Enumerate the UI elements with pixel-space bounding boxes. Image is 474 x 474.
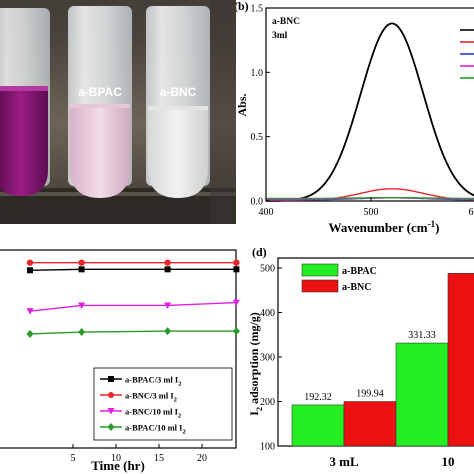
vials-photo-drawing: a-BPAC a-BNC bbox=[0, 0, 236, 224]
adsorption-bars: 192.32 199.94 3 mL 331.33 10 bbox=[291, 273, 474, 469]
legend-label-sub-c-2: 2 bbox=[178, 413, 181, 420]
series-point-c-0-2 bbox=[164, 266, 171, 273]
legend-label-sub-c-3: 2 bbox=[182, 429, 185, 436]
absorbance-curve-1 bbox=[266, 22, 474, 202]
series-point-c-1-0 bbox=[26, 259, 34, 266]
bar-value-label-1-0: 331.33 bbox=[408, 330, 436, 341]
panel-label-b: (b) bbox=[236, 0, 249, 13]
series-point-c-0-3 bbox=[233, 266, 240, 273]
adsorption-ticks: 100 200 300 400 500 bbox=[260, 264, 282, 453]
y-tick-label-d-0: 100 bbox=[260, 442, 275, 453]
series-point-c-2-3 bbox=[232, 299, 240, 307]
series-point-c-2-1 bbox=[78, 302, 86, 309]
y-tick-label-b-0: 0.0 bbox=[251, 197, 264, 208]
legend-label-c-0: a-BPAC/3 ml I2 bbox=[125, 375, 181, 388]
x-tick-label-c-2: 15 bbox=[154, 453, 164, 464]
legend-label-d-0: a-BPAC bbox=[342, 266, 377, 277]
series-point-c-0-0 bbox=[27, 267, 33, 274]
series-point-c-0-1 bbox=[78, 266, 85, 273]
legend-label-d-1: a-BNC bbox=[342, 282, 371, 293]
x-tick-label-c-3: 20 bbox=[197, 453, 207, 464]
legend-label-c-2: a-BNC/10 ml I2 bbox=[125, 407, 181, 420]
series-point-c-1-2 bbox=[164, 259, 171, 266]
adsorption-bar-chart-svg: (d) 192.32 199.94 3 mL 331.33 10 100 200 300 40… bbox=[247, 245, 474, 469]
time-ticks: 510152025 bbox=[71, 444, 207, 464]
x-tick-label-c-0: 5 bbox=[71, 453, 76, 464]
legend-marker-c-3 bbox=[107, 423, 115, 431]
vials-photo: a-BPAC a-BNC bbox=[0, 0, 236, 224]
x-axis-label-c: Time (hr) bbox=[91, 458, 145, 473]
series-point-c-3-3 bbox=[232, 327, 240, 336]
y-tick-label-b-2: 1.0 bbox=[251, 68, 264, 79]
legend-swatch-d-0 bbox=[301, 263, 339, 277]
legend-swatch-d-1 bbox=[301, 279, 339, 293]
adsorption-legend: a-BPAC a-BNC bbox=[301, 263, 377, 293]
vial-purple bbox=[0, 8, 50, 196]
vial-label-a-bnc: a-BNC bbox=[160, 85, 197, 99]
bar-1-1 bbox=[447, 273, 474, 447]
time-legend: a-BPAC/3 ml I2a-BNC/3 ml I2a-BNC/10 ml I… bbox=[93, 367, 233, 441]
series-line-c-3 bbox=[29, 330, 237, 335]
x-axis-label-b: Wavenumber (cm-1) bbox=[329, 219, 440, 235]
annotation-volume: 3ml bbox=[272, 31, 288, 41]
legend-label-text-c-2: a-BNC/10 ml I bbox=[125, 407, 179, 417]
series-point-c-2-2 bbox=[164, 302, 172, 309]
legend-label-c-1: a-BNC/3 ml I2 bbox=[125, 391, 177, 404]
series-line-c-0 bbox=[29, 268, 237, 271]
series-point-c-2-0 bbox=[26, 308, 34, 315]
y-axis-label-d: I2 adsorption (mg/g) bbox=[247, 312, 264, 416]
y-tick-label-d-2: 300 bbox=[260, 353, 275, 364]
vial-a-bnc: a-BNC bbox=[146, 6, 210, 198]
legend-label-text-c-0: a-BPAC/3 ml I bbox=[125, 375, 179, 385]
x-tick-label-c-1: 10 bbox=[111, 453, 121, 464]
category-label-1: 10 bbox=[442, 454, 455, 469]
bar-value-label-0-0: 192.32 bbox=[304, 392, 332, 403]
absorbance-curves bbox=[266, 22, 474, 202]
bar-0-1 bbox=[343, 401, 397, 447]
y-tick-label-d-3: 400 bbox=[260, 308, 275, 319]
absorbance-curve-5 bbox=[266, 197, 474, 200]
legend-marker-c-1 bbox=[108, 392, 114, 398]
legend-marker-c-0 bbox=[108, 376, 114, 382]
y-tick-label-d-4: 500 bbox=[260, 264, 275, 275]
time-plot-frame bbox=[0, 249, 237, 449]
bar-0-0 bbox=[291, 404, 345, 447]
legend-label-c-3: a-BPAC/10 ml I2 bbox=[125, 423, 186, 436]
time-series bbox=[26, 259, 240, 338]
legend-marker-c-2 bbox=[107, 408, 115, 415]
series-line-c-2 bbox=[29, 301, 237, 312]
series-point-c-1-3 bbox=[233, 259, 240, 266]
panel-label-d: (d) bbox=[252, 245, 267, 259]
legend-label-text-c-3: a-BPAC/10 ml I bbox=[125, 423, 183, 433]
y-tick-label-b-3: 1.5 bbox=[251, 4, 264, 15]
bar-value-label-0-1: 199.94 bbox=[356, 389, 384, 400]
y-tick-label-b-1: 0.5 bbox=[251, 132, 264, 143]
legend-box-c bbox=[93, 367, 233, 441]
adsorption-bar-chart: (d) 192.32 199.94 3 mL 331.33 10 100 200 300 40… bbox=[240, 236, 474, 474]
absorbance-plot-frame bbox=[265, 7, 474, 202]
series-point-c-1-1 bbox=[78, 259, 85, 266]
category-label-0: 3 mL bbox=[329, 454, 359, 469]
vial-label-a-bpac: a-BPAC bbox=[78, 85, 122, 99]
bar-1-0 bbox=[395, 342, 449, 447]
absorbance-legend bbox=[460, 29, 474, 79]
legend-label-sub-c-1: 2 bbox=[174, 397, 177, 404]
legend-label-text-c-1: a-BNC/3 ml I bbox=[125, 391, 174, 401]
series-point-c-3-0 bbox=[26, 329, 34, 338]
vial-a-bpac: a-BPAC bbox=[68, 6, 132, 198]
time-chart: 510152025 a-BPAC/3 ml I2a-BNC/3 ml I2a-B… bbox=[0, 236, 240, 474]
legend-label-sub-c-0: 2 bbox=[178, 381, 181, 388]
absorbance-chart-svg: (b) 400 500 600 0.0 0.5 1.0 1.5 a-BNC 3ml Wave… bbox=[236, 0, 474, 235]
series-point-c-3-2 bbox=[164, 327, 172, 336]
x-tick-label-b-1: 500 bbox=[364, 207, 379, 218]
x-tick-label-b-2: 600 bbox=[469, 207, 474, 218]
y-axis-label-b: Abs. bbox=[236, 93, 249, 116]
absorbance-chart: (b) 400 500 600 0.0 0.5 1.0 1.5 a-BNC 3ml Wave… bbox=[236, 0, 474, 236]
time-chart-svg: 510152025 a-BPAC/3 ml I2a-BNC/3 ml I2a-B… bbox=[0, 249, 240, 473]
x-tick-label-b-0: 400 bbox=[259, 207, 274, 218]
annotation-sample: a-BNC bbox=[272, 17, 300, 27]
series-point-c-3-1 bbox=[78, 328, 86, 337]
absorbance-ticks: 400 500 600 0.0 0.5 1.0 1.5 bbox=[251, 4, 474, 219]
y-tick-label-d-1: 200 bbox=[260, 397, 275, 408]
